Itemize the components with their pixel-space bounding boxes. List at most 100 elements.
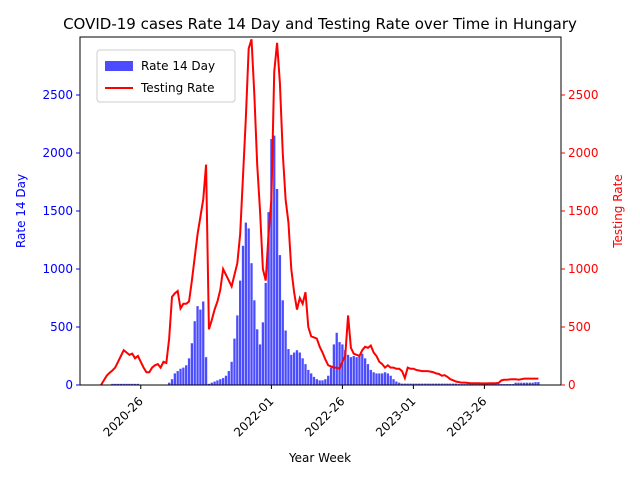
bar (528, 382, 531, 385)
bar (244, 222, 247, 385)
y2-axis-label: Testing Rate (611, 174, 625, 249)
y2-tick-label: 1500 (568, 204, 599, 218)
bar (534, 382, 537, 385)
y-tick-label: 0 (65, 378, 73, 392)
bar (372, 372, 375, 385)
bar (199, 309, 202, 385)
bar (400, 383, 404, 385)
bar (335, 332, 338, 385)
bar (398, 382, 401, 385)
bar (168, 382, 171, 385)
bar (389, 375, 392, 385)
bar (202, 301, 205, 385)
bar (307, 369, 310, 385)
bar (182, 367, 185, 385)
bar (363, 358, 367, 385)
bar (426, 383, 429, 385)
bar (170, 379, 174, 385)
bar (216, 380, 219, 385)
y-tick-label: 1500 (42, 204, 73, 218)
bar (381, 373, 384, 385)
bar (270, 139, 273, 385)
y-tick-label: 2000 (42, 146, 73, 160)
bar (406, 383, 409, 385)
y2-tick-label: 1000 (568, 262, 599, 276)
bar (227, 371, 230, 385)
bar (204, 357, 208, 385)
bar (213, 381, 216, 385)
bar (437, 383, 441, 385)
bar (403, 383, 407, 385)
bar (346, 354, 350, 385)
bar (196, 306, 199, 385)
bar (409, 383, 412, 385)
bar (221, 378, 225, 385)
bar (304, 364, 307, 385)
x-axis-label: Year Week (288, 451, 351, 465)
bar (136, 383, 140, 385)
bar (378, 373, 381, 385)
bar (312, 376, 316, 385)
bar (349, 357, 353, 385)
bar (253, 300, 256, 385)
bar (219, 379, 222, 385)
bar (332, 344, 336, 385)
chart-title: COVID-19 cases Rate 14 Day and Testing R… (63, 15, 577, 33)
y-axis-label: Rate 14 Day (14, 174, 28, 248)
bar (278, 255, 282, 385)
legend-label: Rate 14 Day (141, 59, 215, 73)
bar (233, 338, 236, 385)
bar (230, 361, 233, 385)
bar (338, 342, 341, 385)
bar (523, 382, 526, 385)
bar (443, 383, 446, 385)
bar (176, 371, 179, 385)
bar (517, 382, 520, 385)
y2-tick-label: 2000 (568, 146, 599, 160)
bar (264, 282, 267, 385)
bar (281, 300, 284, 385)
y-tick-label: 1000 (42, 262, 73, 276)
bar (514, 382, 517, 385)
bar (267, 212, 270, 385)
y-tick-label: 2500 (42, 88, 73, 102)
legend-label: Testing Rate (140, 81, 215, 95)
bar (290, 354, 293, 385)
bar (284, 330, 287, 385)
bar (423, 383, 426, 385)
bar (429, 383, 432, 385)
bar (247, 228, 250, 385)
bar (321, 380, 324, 385)
bar (449, 383, 452, 385)
bar (375, 373, 378, 385)
bar (452, 383, 455, 385)
bar (420, 383, 424, 385)
bar (344, 350, 347, 385)
bar (318, 380, 321, 385)
bar (395, 381, 398, 385)
y2-tick-label: 500 (568, 320, 591, 334)
line (100, 39, 539, 386)
bar (236, 315, 239, 385)
bar (366, 364, 370, 385)
bar (287, 349, 290, 385)
bar (520, 382, 523, 385)
y2-tick-label: 2500 (568, 88, 599, 102)
bar (440, 383, 443, 385)
bar (412, 383, 415, 385)
bar (301, 358, 304, 385)
bar (392, 379, 395, 385)
bar (275, 188, 279, 385)
bar (128, 383, 131, 385)
bar (352, 356, 355, 385)
bar (187, 358, 191, 385)
bar (256, 329, 259, 385)
bar (369, 369, 372, 385)
bar (454, 383, 458, 385)
bar (310, 373, 313, 385)
bar (292, 352, 296, 385)
bar (273, 135, 276, 385)
bar (415, 383, 418, 385)
